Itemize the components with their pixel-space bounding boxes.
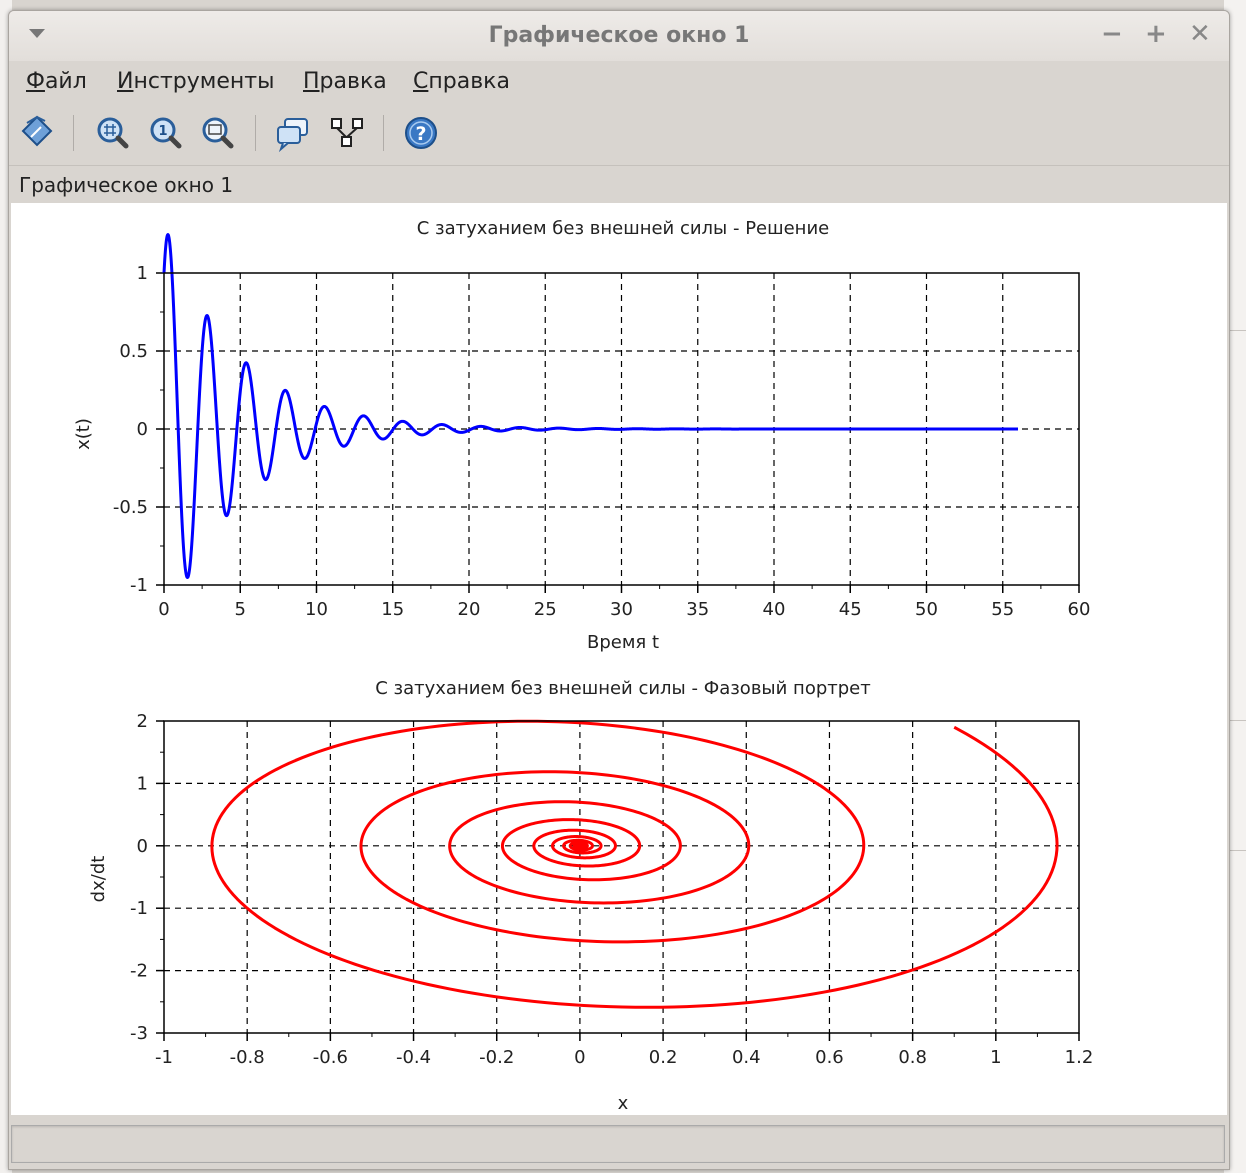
x-tick-label: 0.6 — [815, 1047, 844, 1068]
y-axis-label: dx/dt — [88, 856, 109, 903]
y-tick-label: 2 — [137, 711, 148, 732]
x-tick-label: 55 — [991, 599, 1014, 620]
menu-tools[interactable]: Инструменты — [117, 69, 275, 94]
x-tick-label: 0.2 — [649, 1047, 678, 1068]
y-axis-ticks: 1 0.5 0 -0.5 -1 — [113, 263, 164, 596]
y-tick-label: 0 — [137, 419, 148, 440]
plot-frame — [163, 272, 1080, 586]
minimize-icon[interactable]: − — [1101, 19, 1123, 49]
y-axis-label: x(t) — [73, 418, 94, 450]
menu-bar: Файл Инструменты Правка Справка — [9, 61, 1229, 105]
tab-label: Графическое окно 1 — [19, 173, 234, 197]
y-axis-ticks: 2 1 0 -1 -2 -3 — [130, 711, 164, 1044]
x-tick-label: 45 — [839, 599, 862, 620]
y-tick-label: -1 — [130, 898, 148, 919]
menu-edit[interactable]: Правка — [303, 69, 387, 94]
chart-gridlines — [164, 721, 1079, 1033]
y-tick-label: -1 — [130, 575, 148, 596]
series-line-phase — [210, 719, 1059, 1009]
x-tick-label: 15 — [381, 599, 404, 620]
toolbar-separator — [255, 115, 256, 151]
x-tick-label: 5 — [235, 599, 246, 620]
x-tick-label: 1 — [990, 1047, 1001, 1068]
x-tick-label: 0 — [158, 599, 169, 620]
menu-help[interactable]: Справка — [413, 69, 510, 94]
x-axis-ticks: 0 5 10 15 20 25 30 35 40 45 50 55 60 — [158, 585, 1090, 620]
y-tick-label: -0.5 — [113, 497, 148, 518]
x-tick-label: 20 — [458, 599, 481, 620]
x-tick-label: -0.2 — [479, 1047, 514, 1068]
window-menu-icon[interactable] — [29, 29, 45, 38]
zoom-region-icon[interactable] — [198, 113, 238, 153]
graphic-window: Графическое окно 1 − + ✕ Файл Инструмент… — [8, 10, 1230, 1170]
x-tick-label: 0.8 — [898, 1047, 927, 1068]
y-tick-label: 0.5 — [119, 341, 148, 362]
y-tick-label: 1 — [137, 773, 148, 794]
menu-file[interactable]: Файл — [26, 69, 87, 94]
x-tick-label: 1.2 — [1065, 1047, 1094, 1068]
chart-title: С затуханием без внешней силы - Решение — [417, 218, 829, 239]
x-tick-label: 0 — [574, 1047, 585, 1068]
series-line-solution — [162, 233, 1020, 580]
x-tick-label: 50 — [915, 599, 938, 620]
help-icon[interactable]: ? — [401, 113, 441, 153]
x-tick-label: 60 — [1068, 599, 1091, 620]
close-icon[interactable]: ✕ — [1189, 19, 1211, 49]
plots-svg: С затуханием без внешней силы - Решение … — [73, 218, 1093, 1114]
datatip-icon[interactable] — [273, 113, 313, 153]
x-tick-label: -1 — [155, 1047, 173, 1068]
x-axis-ticks: -1 -0.8 -0.6 -0.4 -0.2 0 0.2 0.4 0.6 0.8 1 1.2 — [155, 1033, 1093, 1068]
y-tick-label: -3 — [130, 1023, 148, 1044]
rotate-icon[interactable] — [17, 113, 57, 153]
x-tick-label: -0.6 — [313, 1047, 348, 1068]
x-tick-label: 40 — [763, 599, 786, 620]
figure-tab[interactable]: Графическое окно 1 — [9, 165, 1229, 204]
plot-canvas[interactable]: С затуханием без внешней силы - Решение … — [11, 203, 1227, 1115]
maximize-icon[interactable]: + — [1145, 19, 1167, 49]
plot-frame — [163, 720, 1080, 1034]
window-title: Графическое окно 1 — [488, 23, 750, 48]
x-tick-label: 0.4 — [732, 1047, 761, 1068]
y-tick-label: 1 — [137, 263, 148, 284]
svg-text:?: ? — [415, 123, 426, 145]
chart-title: С затуханием без внешней силы - Фазовый … — [375, 678, 870, 699]
zoom-original-icon[interactable]: 1 — [146, 113, 186, 153]
x-tick-label: -0.8 — [230, 1047, 265, 1068]
toolbar: 1 — [9, 107, 1229, 163]
zoom-grid-icon[interactable] — [93, 113, 133, 153]
svg-text:1: 1 — [158, 124, 167, 139]
title-bar[interactable]: Графическое окно 1 − + ✕ — [9, 11, 1229, 61]
x-axis-label: x — [618, 1093, 629, 1114]
y-tick-label: 0 — [137, 836, 148, 857]
y-tick-label: -2 — [130, 961, 148, 982]
x-tick-label: 35 — [686, 599, 709, 620]
status-bar — [11, 1125, 1225, 1163]
datatip-manager-icon[interactable] — [327, 113, 367, 153]
chart-phase-portrait: С затуханием без внешней силы - Фазовый … — [88, 678, 1093, 1114]
toolbar-separator — [383, 115, 384, 151]
chart-solution: С затуханием без внешней силы - Решение … — [73, 218, 1090, 653]
x-tick-label: 30 — [610, 599, 633, 620]
toolbar-separator — [73, 115, 74, 151]
x-tick-label: 10 — [305, 599, 328, 620]
x-axis-label: Время t — [587, 632, 659, 653]
x-tick-label: 25 — [534, 599, 557, 620]
x-tick-label: -0.4 — [396, 1047, 431, 1068]
